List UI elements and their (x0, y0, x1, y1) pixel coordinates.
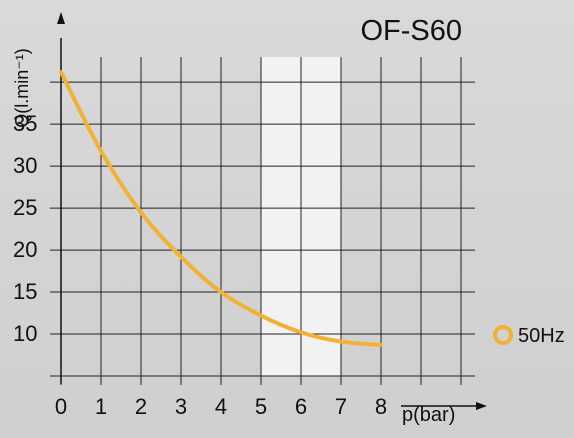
y-tick-label: 35 (13, 111, 37, 136)
x-tick-label: 5 (255, 394, 267, 419)
chart-title: OF-S60 (360, 15, 462, 47)
grid-layer (50, 57, 475, 385)
x-axis-title: p(bar) (402, 404, 455, 426)
y-axis-arrow (57, 12, 65, 24)
y-tick-label: 15 (13, 279, 37, 304)
y-tick-label: 10 (13, 321, 37, 346)
x-tick-label: 0 (55, 394, 67, 419)
y-tick-label: 25 (13, 195, 37, 220)
legend-marker (493, 325, 513, 345)
x-tick-label: 4 (215, 394, 227, 419)
y-tick-label: 30 (13, 153, 37, 178)
y-axis-title: Q(l.min⁻¹) (12, 48, 32, 128)
label-layer: 0 1 2 3 4 5 6 7 8 10 15 20 25 30 35 (13, 111, 387, 419)
x-tick-label: 7 (335, 394, 347, 419)
axis-layer (57, 12, 487, 410)
legend-label: 50Hz (518, 325, 565, 347)
legend: 50Hz (493, 325, 565, 347)
x-tick-label: 8 (375, 394, 387, 419)
x-tick-label: 1 (95, 394, 107, 419)
series-layer (59, 70, 383, 347)
y-tick-label: 20 (13, 237, 37, 262)
x-tick-label: 6 (295, 394, 307, 419)
series-line-50hz (59, 70, 383, 347)
x-axis-arrow (476, 402, 487, 410)
x-tick-label: 2 (135, 394, 147, 419)
x-tick-label: 3 (175, 394, 187, 419)
